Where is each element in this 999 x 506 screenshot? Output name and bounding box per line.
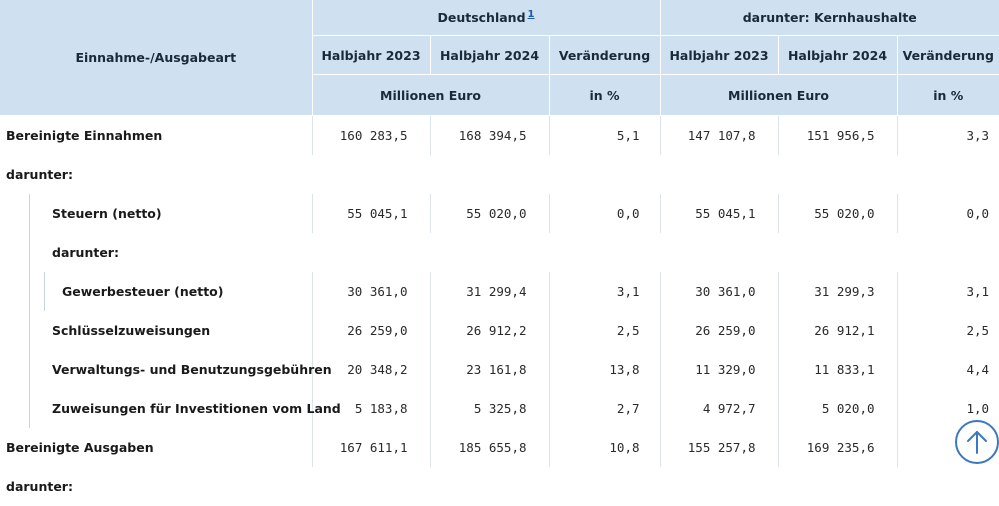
table-row: Zuweisungen für Investitionen vom Land 5… <box>0 389 999 428</box>
row-label: Bereinigte Ausgaben <box>6 440 154 455</box>
row-label: Verwaltungs- und Benutzungsgebühren <box>0 350 332 389</box>
row-label: Bereinigte Einnahmen <box>6 128 163 143</box>
table-cell: 155 257,8 <box>659 428 778 467</box>
row-label-text: Verwaltungs- und Benutzungsgebühren <box>52 362 332 377</box>
row-label-text: Schlüsselzuweisungen <box>52 323 211 338</box>
table-cell: 31 299,4 <box>429 272 549 311</box>
table-row: Steuern (netto) 55 045,1 55 020,0 0,0 55… <box>0 194 999 233</box>
indent-guide <box>29 311 30 350</box>
table-cell: 4,4 <box>896 350 999 389</box>
group-header-kernhaushalte: darunter: Kernhaushalte <box>659 0 999 36</box>
table-cell: 5,1 <box>548 115 660 155</box>
table-cell: 2,7 <box>548 389 660 428</box>
table-cell: 55 045,1 <box>311 194 430 233</box>
indent-guide <box>29 194 30 233</box>
indent-guide <box>29 272 30 311</box>
indent-guide <box>44 272 45 311</box>
table-cell: 2,5 <box>548 311 660 350</box>
table-row: darunter: <box>0 467 999 506</box>
table-cell: 160 283,5 <box>311 115 430 155</box>
unit-header: in % <box>896 74 999 116</box>
table-cell: 26 912,2 <box>429 311 549 350</box>
arrow-up-icon <box>967 431 987 454</box>
indent-guide <box>29 389 30 428</box>
table-cell: 5 325,8 <box>429 389 549 428</box>
table-cell: 26 259,0 <box>311 311 430 350</box>
table-cell: 147 107,8 <box>659 115 778 155</box>
table-cell: 31 299,3 <box>777 272 897 311</box>
table-row: Gewerbesteuer (netto) 30 361,0 31 299,4 … <box>0 272 999 311</box>
row-label-text: darunter: <box>52 245 119 260</box>
table-cell: 55 045,1 <box>659 194 778 233</box>
row-label: Gewerbesteuer (netto) <box>0 272 312 311</box>
col-header: Halbjahr 2023 <box>659 35 778 75</box>
group-title: Deutschland <box>437 10 526 26</box>
table-cell: 4 972,7 <box>659 389 778 428</box>
col-header: Halbjahr 2024 <box>429 35 549 75</box>
indent-guide <box>29 350 30 389</box>
table-cell: 30 361,0 <box>311 272 430 311</box>
row-label-text: Gewerbesteuer (netto) <box>62 284 224 299</box>
row-label: darunter: <box>0 233 999 272</box>
table-row: Schlüsselzuweisungen 26 259,0 26 912,2 2… <box>0 311 999 350</box>
table-cell: 168 394,5 <box>429 115 549 155</box>
table-row: Bereinigte Ausgaben 167 611,1 185 655,8 … <box>0 428 999 467</box>
table-row: Bereinigte Einnahmen 160 283,5 168 394,5… <box>0 115 999 155</box>
table-cell: 10,8 <box>548 428 660 467</box>
unit-header: Millionen Euro <box>659 74 897 116</box>
row-label-text: Zuweisungen für Investitionen vom Land <box>52 401 341 416</box>
unit-header: Millionen Euro <box>311 74 549 116</box>
scroll-to-top-button[interactable] <box>955 420 999 464</box>
row-label: Steuern (netto) <box>0 194 312 233</box>
table-cell: 20 348,2 <box>311 350 430 389</box>
row-label: Zuweisungen für Investitionen vom Land <box>0 389 341 428</box>
footnote-link[interactable]: 1 <box>527 9 535 21</box>
table-cell: 3,3 <box>896 115 999 155</box>
table-cell: 11 833,1 <box>777 350 897 389</box>
table-cell: 167 611,1 <box>311 428 430 467</box>
col-header: Veränderung <box>896 35 999 75</box>
row-label-header: Einnahme-/Ausgabeart <box>0 0 312 116</box>
table-cell: 55 020,0 <box>429 194 549 233</box>
table-cell: 55 020,0 <box>777 194 897 233</box>
col-header: Halbjahr 2023 <box>311 35 430 75</box>
table-cell: 2,5 <box>896 311 999 350</box>
col-header: Halbjahr 2024 <box>777 35 897 75</box>
table-row: darunter: <box>0 233 999 272</box>
table-cell: 185 655,8 <box>429 428 549 467</box>
unit-header: in % <box>548 74 660 116</box>
table-row: Verwaltungs- und Benutzungsgebühren 20 3… <box>0 350 999 389</box>
table-cell: 5 020,0 <box>777 389 897 428</box>
table-cell: 26 912,1 <box>777 311 897 350</box>
col-header: Veränderung <box>548 35 660 75</box>
table-cell: 169 235,6 <box>777 428 897 467</box>
row-label-text: Steuern (netto) <box>52 206 162 221</box>
row-label: Schlüsselzuweisungen <box>0 311 312 350</box>
table-cell: 5 183,8 <box>311 389 430 428</box>
table-cell: 0,0 <box>896 194 999 233</box>
table-cell: 3,1 <box>548 272 660 311</box>
indent-guide <box>29 233 30 272</box>
table-cell: 3,1 <box>896 272 999 311</box>
row-label: darunter: <box>6 479 73 494</box>
row-label: darunter: <box>6 167 73 182</box>
table-row: darunter: <box>0 155 999 194</box>
table-cell: 11 329,0 <box>659 350 778 389</box>
table-cell: 151 956,5 <box>777 115 897 155</box>
table-cell: 30 361,0 <box>659 272 778 311</box>
table-cell: 26 259,0 <box>659 311 778 350</box>
table-cell: 23 161,8 <box>429 350 549 389</box>
table-cell: 13,8 <box>548 350 660 389</box>
table-cell: 0,0 <box>548 194 660 233</box>
group-header-deutschland: Deutschland 1 <box>311 0 660 36</box>
